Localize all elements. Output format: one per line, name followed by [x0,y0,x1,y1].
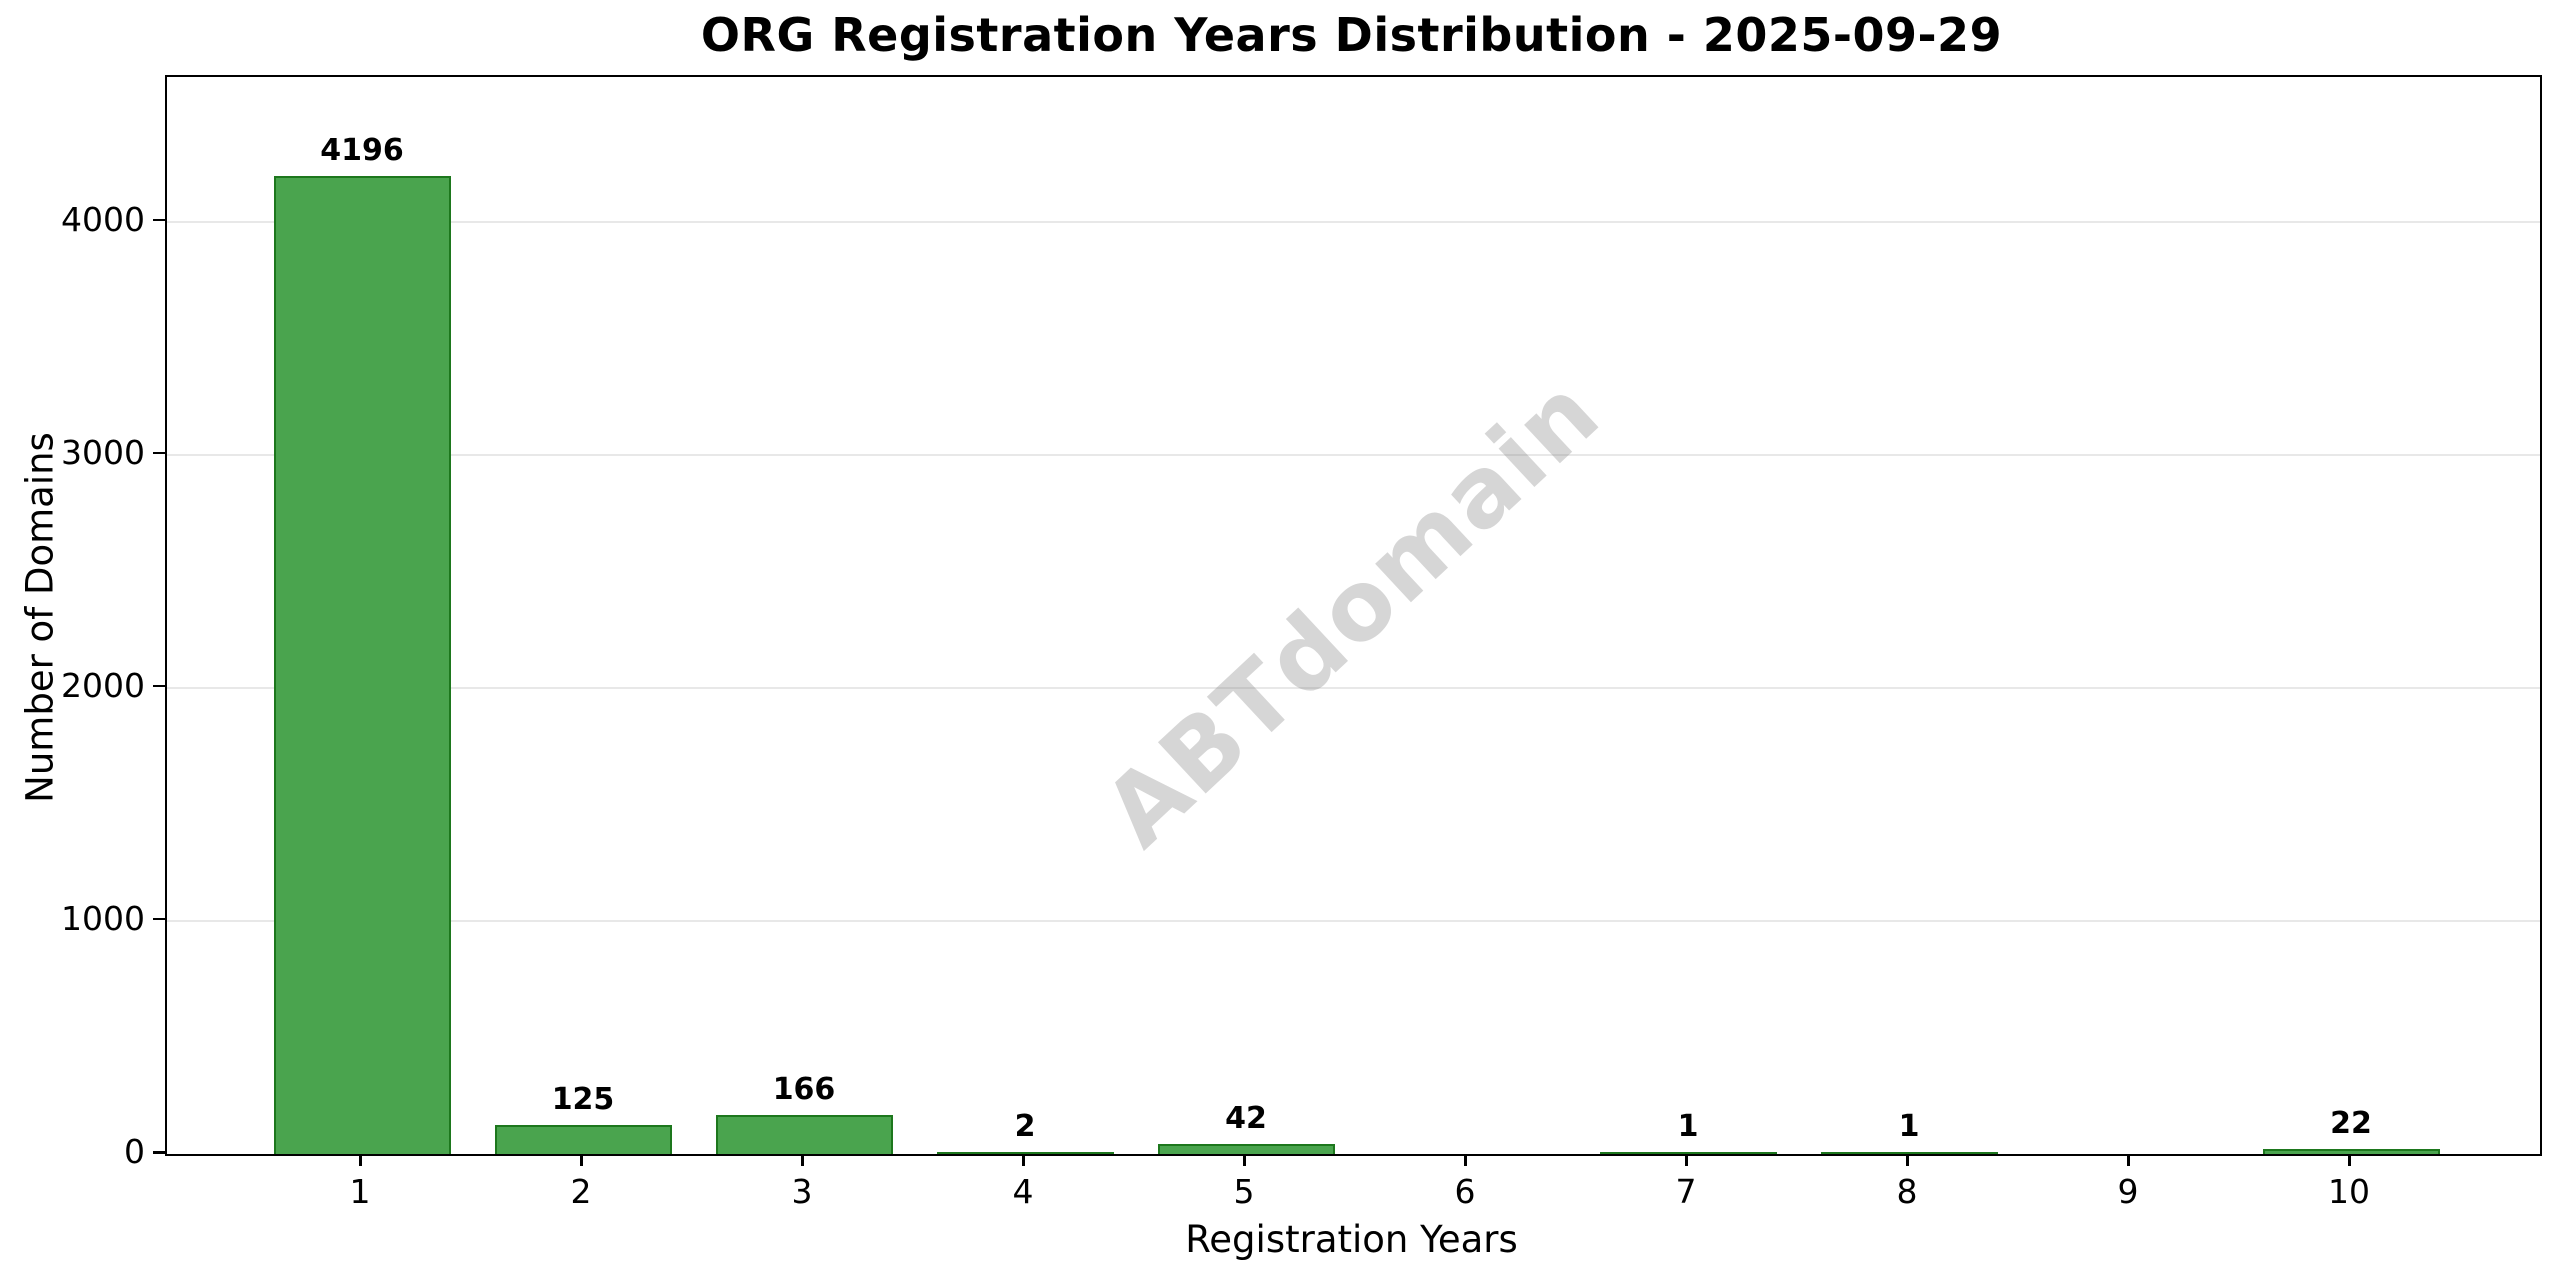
y-tick-mark-4000 [153,218,165,222]
x-tick-label-10: 10 [2328,1172,2370,1211]
chart-title: ORG Registration Years Distribution - 20… [700,8,2003,62]
x-tick-label-2: 2 [570,1172,592,1211]
bar-value-label-5: 42 [1225,1101,1267,1137]
gridline-3000 [167,453,2540,456]
x-axis-label: Registration Years [1185,1218,1518,1261]
x-tick-mark-5 [1243,1154,1246,1166]
gridline-4000 [167,220,2540,223]
bar-value-label-8: 1 [1898,1108,1920,1144]
y-tick-mark-0 [153,1151,165,1154]
bar-year-5 [1157,1144,1335,1154]
x-tick-mark-10 [2348,1154,2351,1166]
x-tick-mark-1 [359,1154,362,1166]
x-tick-label-4: 4 [1012,1172,1034,1211]
x-tick-mark-2 [580,1154,583,1166]
x-tick-label-3: 3 [791,1172,813,1211]
x-tick-label-6: 6 [1454,1172,1476,1211]
bar-year-1 [273,175,451,1154]
bar-year-7 [1599,1151,1777,1154]
plot-area: ABTdomain 4196 125 166 2 42 1 1 22 [165,75,2542,1156]
bar-year-8 [1820,1151,1998,1154]
bar-value-label-4: 2 [1014,1108,1036,1144]
bar-value-label-3: 166 [772,1072,836,1108]
y-tick-label-3000: 3000 [61,432,145,472]
x-tick-label-9: 9 [2117,1172,2139,1211]
x-tick-label-1: 1 [349,1172,371,1211]
y-tick-label-2000: 2000 [61,665,145,705]
x-tick-label-5: 5 [1233,1172,1255,1211]
gridline-1000 [167,919,2540,922]
y-tick-mark-3000 [153,451,165,455]
x-tick-mark-7 [1685,1154,1688,1166]
y-axis-label: Number of Domains [18,432,62,803]
y-tick-label-4000: 4000 [61,199,145,239]
bar-value-label-2: 125 [551,1081,615,1117]
y-tick-label-1000: 1000 [61,898,145,938]
bar-value-label-10: 22 [2330,1105,2372,1141]
y-tick-label-0: 0 [124,1132,145,1171]
x-tick-label-7: 7 [1675,1172,1697,1211]
bar-year-3 [715,1115,893,1154]
x-tick-mark-6 [1464,1154,1467,1166]
bar-value-label-7: 1 [1677,1108,1699,1144]
x-tick-mark-3 [801,1154,804,1166]
x-tick-mark-4 [1022,1154,1025,1166]
y-tick-mark-1000 [153,917,165,921]
bar-year-10 [2262,1148,2440,1154]
gridline-2000 [167,686,2540,689]
bar-year-4 [936,1151,1114,1154]
x-tick-mark-9 [2127,1154,2130,1166]
watermark-text: ABTdomain [1082,355,1622,869]
bar-value-label-1: 4196 [320,132,404,168]
bar-year-2 [494,1124,672,1154]
x-tick-label-8: 8 [1896,1172,1918,1211]
x-tick-mark-8 [1906,1154,1909,1166]
y-tick-mark-2000 [153,684,165,688]
